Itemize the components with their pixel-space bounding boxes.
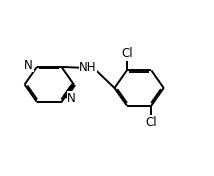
Text: N: N [24, 59, 33, 72]
Text: Cl: Cl [146, 116, 157, 129]
Text: Cl: Cl [121, 47, 133, 60]
Text: NH: NH [79, 61, 97, 74]
Text: N: N [67, 92, 76, 105]
